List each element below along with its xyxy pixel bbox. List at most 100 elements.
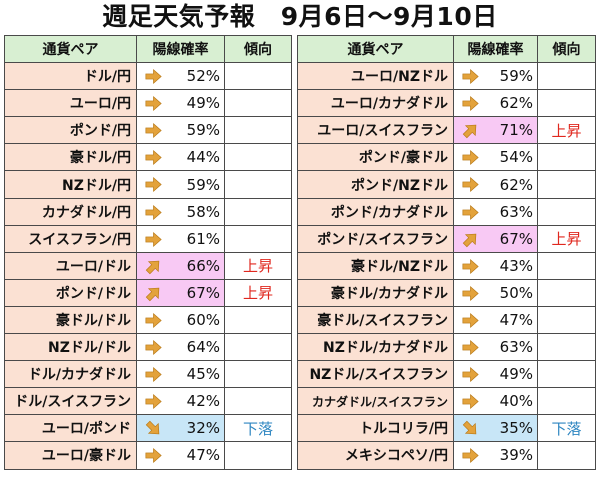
pair-cell: トルコリラ/円 xyxy=(297,414,454,443)
arrow-right-icon xyxy=(145,69,162,85)
header-trend: 傾向 xyxy=(224,34,292,64)
arrow-up-icon xyxy=(462,125,477,139)
trend-cell: 上昇 xyxy=(224,251,292,280)
rate-value: 47% xyxy=(186,446,220,465)
rate-value: 60% xyxy=(186,310,220,329)
arrow-right-icon xyxy=(145,312,162,328)
trend-cell xyxy=(224,333,292,362)
arrow-right-icon xyxy=(462,339,479,356)
arrow-right-icon xyxy=(462,394,479,410)
trend-cell xyxy=(224,143,292,172)
pair-cell: 豪ドル/カナダドル xyxy=(297,278,454,307)
header-trend: 傾向 xyxy=(537,34,596,64)
trend-cell xyxy=(224,62,292,91)
rate-value: 32% xyxy=(186,419,220,438)
table-row: ユーロ/円 49% xyxy=(4,89,292,118)
pair-cell: カナダドル/スイスフラン xyxy=(297,387,454,416)
arrow-right-icon xyxy=(145,394,162,410)
trend-cell xyxy=(224,305,292,335)
trend-cell xyxy=(224,360,292,389)
table-row: ポンド/豪ドル 54% xyxy=(297,143,596,172)
rate-value: 54% xyxy=(499,148,533,167)
pair-cell: NZドル/ドル xyxy=(4,333,137,362)
arrow-right-icon xyxy=(145,448,162,464)
table-row: ドル/円 52% xyxy=(4,62,292,91)
rate-value: 62% xyxy=(499,175,533,194)
arrow-right-icon xyxy=(145,96,162,112)
arrow-right-icon xyxy=(145,150,162,166)
rate-value: 58% xyxy=(186,202,220,221)
pair-cell: ユーロ/スイスフラン xyxy=(297,116,454,145)
trend-cell xyxy=(224,224,292,253)
table-body-left: ドル/円 52% ユーロ/円 49% ポンド/円 59% 豪ドル/円 44% NZドル/円 59%… xyxy=(4,62,292,470)
rate-value: 63% xyxy=(499,338,533,357)
trend-cell xyxy=(537,333,596,362)
trend-cell xyxy=(537,360,596,389)
pair-cell: ポンド/豪ドル xyxy=(297,143,454,172)
rate-cell: 54% xyxy=(453,143,538,172)
header-pair: 通貨ペア xyxy=(4,34,137,64)
pair-cell: NZドル/円 xyxy=(4,170,137,199)
trend-cell: 下落 xyxy=(224,414,292,443)
table-row: カナダドル/円 58% xyxy=(4,197,292,226)
table-row: ポンド/NZドル 62% xyxy=(297,170,596,199)
rate-value: 71% xyxy=(499,121,533,140)
arrow-up-icon xyxy=(462,233,477,247)
arrow-right-icon xyxy=(462,69,479,85)
rate-cell: 35% xyxy=(453,414,538,443)
forecast-table-left: 通貨ペア 陽線確率 傾向 ドル/円 52% ユーロ/円 49% ポンド/円 59% 豪ドル/… xyxy=(4,34,292,470)
pair-cell: NZドル/カナダドル xyxy=(297,333,454,362)
pair-cell: ユーロ/豪ドル xyxy=(4,441,137,470)
rate-value: 62% xyxy=(499,94,533,113)
trend-cell xyxy=(224,89,292,118)
rate-value: 39% xyxy=(499,446,533,465)
arrow-right-icon xyxy=(145,204,162,220)
rate-cell: 66% xyxy=(136,251,225,280)
rate-value: 52% xyxy=(186,67,220,86)
rate-cell: 52% xyxy=(136,62,225,91)
trend-cell xyxy=(224,116,292,145)
table-row: ポンド/円 59% xyxy=(4,116,292,145)
table-row: トルコリラ/円 35% 下落 xyxy=(297,414,596,443)
rate-cell: 42% xyxy=(136,387,225,416)
arrow-down-icon xyxy=(145,421,160,435)
rate-cell: 44% xyxy=(136,143,225,172)
table-row: スイスフラン/円 61% xyxy=(4,224,292,253)
rate-cell: 47% xyxy=(136,441,225,470)
rate-cell: 62% xyxy=(453,89,538,118)
trend-cell: 下落 xyxy=(537,414,596,443)
arrow-up-icon xyxy=(145,287,160,302)
header-row: 通貨ペア 陽線確率 傾向 xyxy=(4,34,292,64)
table-body-right: ユーロ/NZドル 59% ユーロ/カナダドル 62% ユーロ/スイスフラン 71% 上昇 ポン… xyxy=(297,62,596,470)
pair-cell: NZドル/スイスフラン xyxy=(297,360,454,389)
rate-value: 44% xyxy=(186,148,220,167)
trend-cell xyxy=(224,197,292,226)
arrow-right-icon xyxy=(145,123,162,139)
arrow-right-icon xyxy=(462,285,479,301)
arrow-right-icon xyxy=(462,448,479,464)
rate-cell: 59% xyxy=(136,116,225,145)
pair-cell: 豪ドル/円 xyxy=(4,143,137,172)
pair-cell: ユーロ/ポンド xyxy=(4,414,137,443)
pair-cell: ドル/スイスフラン xyxy=(4,387,137,416)
arrow-right-icon xyxy=(462,177,479,193)
table-row: ユーロ/カナダドル 62% xyxy=(297,89,596,118)
rate-value: 49% xyxy=(499,365,533,384)
rate-value: 67% xyxy=(186,283,220,302)
trend-cell xyxy=(537,251,596,280)
rate-cell: 59% xyxy=(453,62,538,91)
rate-cell: 59% xyxy=(136,170,225,199)
table-row: ドル/カナダドル 45% xyxy=(4,360,292,389)
arrow-right-icon xyxy=(145,231,162,247)
rate-cell: 50% xyxy=(453,278,538,307)
table-row: 豪ドル/ドル 60% xyxy=(4,305,292,335)
table-row: ドル/スイスフラン 42% xyxy=(4,387,292,416)
rate-cell: 58% xyxy=(136,197,225,226)
rate-cell: 39% xyxy=(453,441,538,470)
trend-cell xyxy=(537,197,596,226)
rate-cell: 62% xyxy=(453,170,538,199)
trend-cell xyxy=(537,89,596,118)
header-rate: 陽線確率 xyxy=(453,34,538,64)
trend-cell: 上昇 xyxy=(537,116,596,145)
